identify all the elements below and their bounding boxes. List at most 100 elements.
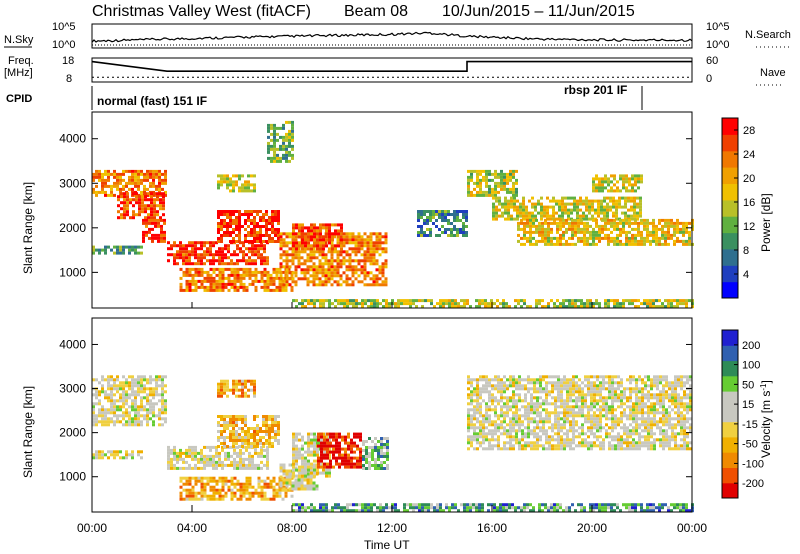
heatmap-cell bbox=[688, 242, 691, 246]
heatmap-cell bbox=[265, 418, 268, 421]
heatmap-cell bbox=[241, 388, 244, 392]
heatmap-cell bbox=[226, 174, 229, 178]
heatmap-cell bbox=[301, 235, 304, 239]
heatmap-cell bbox=[151, 221, 154, 225]
heatmap-cell bbox=[161, 396, 164, 400]
heatmap-cell bbox=[541, 230, 544, 234]
heatmap-cell bbox=[239, 451, 242, 455]
heatmap-cell bbox=[236, 262, 239, 266]
heatmap-cell bbox=[506, 378, 509, 382]
heatmap-cell bbox=[200, 247, 203, 251]
heatmap-cell bbox=[320, 450, 323, 454]
heatmap-cell bbox=[150, 204, 153, 208]
heatmap-cell bbox=[500, 408, 503, 412]
heatmap-cell bbox=[247, 225, 250, 228]
heatmap-cell bbox=[148, 230, 151, 234]
heatmap-cell bbox=[152, 420, 155, 424]
heatmap-cell bbox=[357, 274, 361, 278]
heatmap-cell bbox=[137, 251, 140, 255]
heatmap-cell bbox=[547, 233, 550, 237]
heatmap-cell bbox=[362, 449, 365, 452]
heatmap-cell bbox=[561, 199, 564, 203]
heatmap-cell bbox=[303, 274, 307, 278]
heatmap-cell bbox=[557, 432, 560, 436]
heatmap-cell bbox=[375, 277, 379, 281]
heatmap-cell bbox=[206, 494, 210, 498]
heatmap-cell bbox=[360, 244, 364, 248]
heatmap-cell bbox=[365, 455, 368, 458]
heatmap-cell bbox=[610, 186, 613, 190]
heatmap-cell bbox=[122, 390, 125, 394]
heatmap-cell bbox=[148, 221, 151, 225]
heatmap-cell bbox=[194, 479, 198, 483]
heatmap-cell bbox=[356, 435, 359, 439]
heatmap-cell bbox=[173, 259, 176, 263]
heatmap-cell bbox=[152, 387, 155, 391]
heatmap-cell bbox=[328, 474, 331, 478]
heatmap-cell bbox=[292, 459, 295, 463]
heatmap-cell bbox=[129, 201, 132, 205]
heatmap-cell bbox=[554, 447, 557, 451]
heatmap-cell bbox=[445, 299, 448, 303]
heatmap-cell bbox=[295, 432, 298, 436]
heatmap-cell bbox=[128, 453, 131, 457]
heatmap-cell bbox=[372, 244, 376, 248]
heatmap-cell bbox=[476, 381, 479, 385]
heatmap-cell bbox=[194, 262, 197, 266]
heatmap-cell bbox=[456, 231, 459, 234]
heatmap-cell bbox=[616, 227, 619, 231]
heatmap-cell bbox=[294, 478, 298, 482]
heatmap-cell bbox=[98, 248, 101, 252]
heatmap-cell bbox=[628, 224, 631, 228]
heatmap-cell bbox=[191, 244, 194, 248]
heatmap-cell bbox=[497, 181, 500, 185]
heatmap-cell bbox=[220, 237, 223, 240]
heatmap-cell bbox=[300, 481, 304, 485]
heatmap-cell bbox=[521, 378, 524, 382]
heatmap-cell bbox=[230, 460, 233, 464]
heatmap-cell bbox=[509, 441, 512, 445]
heatmap-cell bbox=[271, 216, 274, 219]
heatmap-cell bbox=[215, 448, 218, 452]
heatmap-cell bbox=[113, 175, 116, 179]
heatmap-cell bbox=[277, 430, 280, 433]
heatmap-cell bbox=[503, 381, 506, 385]
heatmap-cell bbox=[101, 190, 104, 194]
heatmap-cell bbox=[301, 465, 304, 469]
heatmap-cell bbox=[580, 218, 583, 222]
heatmap-cell bbox=[601, 230, 604, 234]
heatmap-cell bbox=[539, 438, 542, 442]
heatmap-cell bbox=[259, 240, 262, 243]
heatmap-cell bbox=[288, 478, 292, 482]
heatmap-cell bbox=[479, 390, 482, 394]
heatmap-cell bbox=[310, 232, 313, 236]
heatmap-cell bbox=[232, 445, 235, 448]
heatmap-cell bbox=[554, 438, 557, 442]
colorbar-tick-label: 16 bbox=[743, 197, 755, 209]
heatmap-cell bbox=[542, 402, 545, 406]
heatmap-cell bbox=[354, 265, 358, 269]
heatmap-cell bbox=[586, 221, 589, 225]
heatmap-cell bbox=[138, 213, 141, 217]
heatmap-cell bbox=[512, 375, 515, 379]
heatmap-cell bbox=[628, 302, 631, 306]
heatmap-cell bbox=[119, 181, 122, 185]
heatmap-cell bbox=[509, 178, 512, 182]
heatmap-cell bbox=[588, 199, 591, 203]
heatmap-cell bbox=[628, 230, 631, 234]
heatmap-cell bbox=[557, 414, 560, 418]
heatmap-cell bbox=[362, 455, 365, 458]
heatmap-cell bbox=[476, 175, 479, 179]
heatmap-cell bbox=[200, 494, 204, 498]
heatmap-cell bbox=[555, 199, 558, 203]
heatmap-cell bbox=[639, 202, 642, 206]
heatmap-cell bbox=[122, 384, 125, 388]
heatmap-cell bbox=[503, 390, 506, 394]
colorbar-tick-label: 12 bbox=[743, 221, 755, 233]
heatmap-cell bbox=[326, 456, 329, 460]
heatmap-cell bbox=[245, 476, 249, 480]
heatmap-cell bbox=[470, 393, 473, 397]
heatmap-cell bbox=[316, 241, 319, 245]
heatmap-cell bbox=[170, 463, 173, 467]
heatmap-cell bbox=[467, 435, 470, 439]
